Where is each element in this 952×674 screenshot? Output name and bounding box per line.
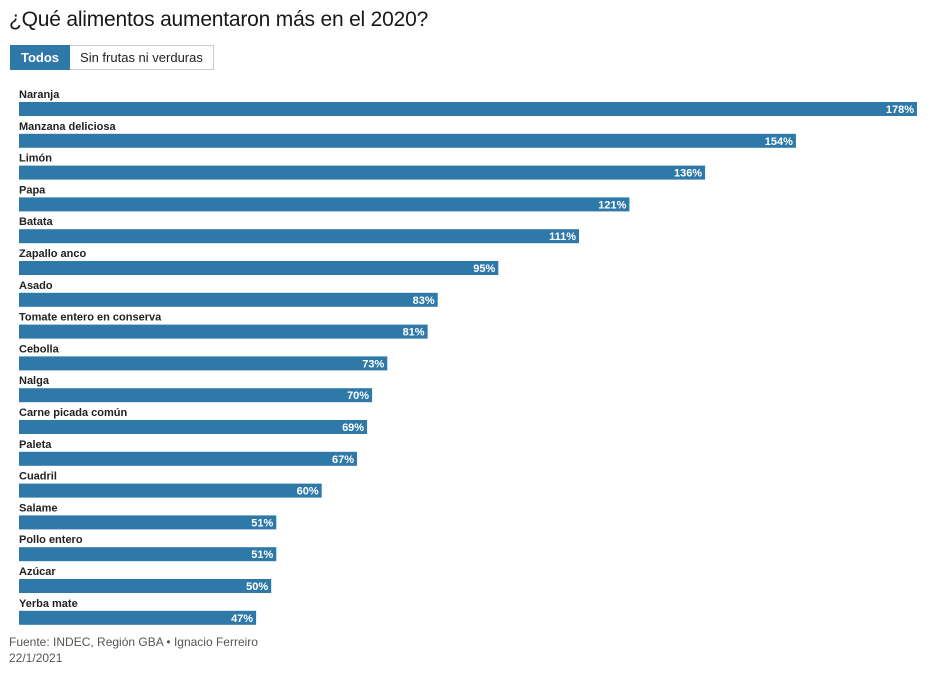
value-label: 70%: [347, 390, 369, 402]
value-label: 83%: [413, 295, 435, 307]
category-label: Limón: [19, 153, 52, 165]
value-label: 67%: [332, 454, 354, 466]
bar[interactable]: [19, 579, 272, 593]
publish-date: 22/1/2021: [9, 651, 63, 665]
bar[interactable]: [19, 292, 438, 307]
category-label: Manzana deliciosa: [19, 121, 116, 133]
bar-group-azucar: Azúcar 50%: [19, 566, 272, 593]
filter-tabs: Todos Sin frutas ni verduras: [10, 45, 214, 70]
tab-sin-frutas-ni-verduras[interactable]: Sin frutas ni verduras: [70, 45, 214, 70]
bar[interactable]: [19, 102, 917, 116]
category-label: Asado: [19, 280, 53, 292]
bar-chart: Naranja 178% Manzana deliciosa 154% Limón 136…: [19, 89, 917, 625]
bar[interactable]: [19, 197, 630, 212]
bar-group-manzana-deliciosa: Manzana deliciosa 154%: [19, 121, 796, 148]
category-label: Pollo entero: [19, 534, 83, 546]
bar[interactable]: [19, 388, 373, 403]
category-label: Yerba mate: [19, 598, 78, 610]
bar-group-salame: Salame 51%: [19, 502, 277, 530]
value-label: 69%: [342, 422, 364, 434]
bar-group-limon: Limón 136%: [19, 153, 706, 180]
bar[interactable]: [19, 483, 322, 498]
category-label: Carne picada común: [19, 407, 127, 419]
bar-group-naranja: Naranja 178%: [19, 89, 917, 116]
value-label: 121%: [598, 199, 626, 211]
bar-group-yerba-mate: Yerba mate 47%: [19, 598, 257, 625]
category-label: Naranja: [19, 89, 60, 101]
bar[interactable]: [19, 420, 368, 434]
category-label: Cebolla: [19, 343, 60, 355]
bar-group-cebolla: Cebolla 73%: [19, 343, 388, 371]
bar[interactable]: [19, 324, 428, 339]
value-label: 73%: [362, 358, 384, 370]
bar-group-asado: Asado 83%: [19, 280, 438, 307]
bar[interactable]: [19, 610, 257, 625]
value-label: 50%: [246, 581, 268, 593]
category-label: Cuadril: [19, 471, 57, 483]
bar-group-papa: Papa 121%: [19, 184, 630, 212]
chart-footer: Fuente: INDEC, Región GBA • Ignacio Ferr…: [9, 634, 258, 666]
value-label: 47%: [231, 613, 253, 625]
category-label: Azúcar: [19, 566, 56, 578]
value-label: 178%: [886, 104, 914, 116]
value-label: 51%: [251, 517, 273, 529]
bar[interactable]: [19, 165, 706, 180]
value-label: 136%: [674, 168, 702, 180]
category-label: Zapallo anco: [19, 248, 87, 260]
category-label: Batata: [19, 216, 54, 228]
bar-group-pollo-entero: Pollo entero 51%: [19, 534, 277, 562]
bar[interactable]: [19, 515, 277, 530]
bar[interactable]: [19, 261, 499, 275]
bar[interactable]: [19, 133, 796, 148]
bar[interactable]: [19, 547, 277, 562]
bar-group-zapallo-anco: Zapallo anco 95%: [19, 248, 499, 275]
category-label: Papa: [19, 184, 46, 196]
bar-group-cuadril: Cuadril 60%: [19, 471, 322, 498]
bar[interactable]: [19, 229, 579, 244]
bar-group-batata: Batata 111%: [19, 216, 579, 244]
value-label: 60%: [297, 486, 319, 498]
bar-group-carne-picada-comun: Carne picada común 69%: [19, 407, 368, 434]
value-label: 154%: [765, 136, 793, 148]
bar-group-tomate-entero-en-conserva: Tomate entero en conserva 81%: [19, 312, 428, 339]
tab-todos[interactable]: Todos: [10, 45, 71, 70]
bar-group-paleta: Paleta 67%: [19, 439, 357, 466]
bar-group-nalga: Nalga 70%: [19, 375, 373, 403]
category-label: Tomate entero en conserva: [19, 312, 162, 324]
value-label: 81%: [403, 327, 425, 339]
category-label: Nalga: [19, 375, 50, 387]
category-label: Paleta: [19, 439, 52, 451]
category-label: Salame: [19, 502, 58, 514]
chart-title: ¿Qué alimentos aumentaron más en el 2020…: [9, 8, 429, 31]
bar[interactable]: [19, 356, 388, 371]
bar[interactable]: [19, 451, 357, 466]
value-label: 51%: [251, 549, 273, 561]
source-note: Fuente: INDEC, Región GBA • Ignacio Ferr…: [9, 635, 258, 649]
value-label: 95%: [473, 263, 495, 275]
value-label: 111%: [549, 231, 576, 243]
